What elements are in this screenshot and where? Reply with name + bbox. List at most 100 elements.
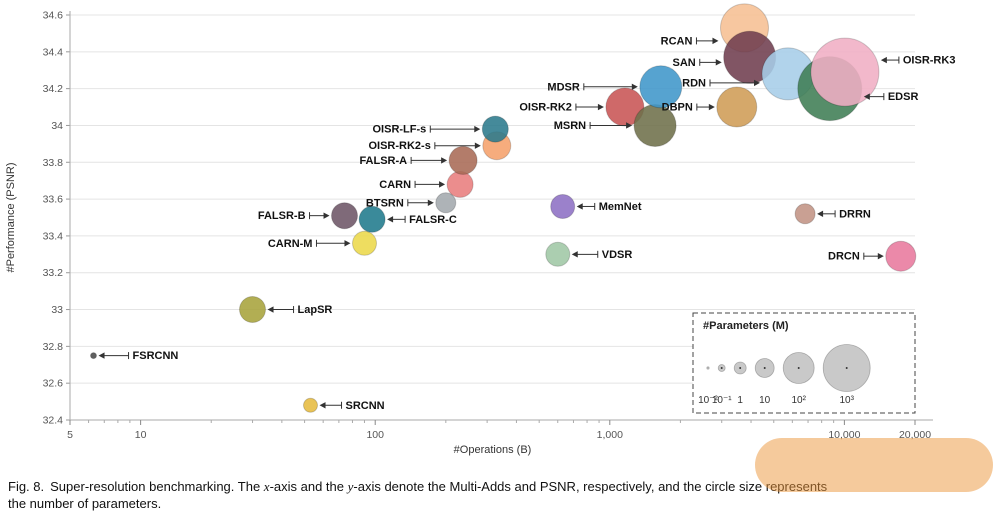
point-label-SAN: SAN — [673, 57, 696, 69]
point-label-FALSR-A: FALSR-A — [359, 155, 407, 167]
point-label-CARN: CARN — [379, 179, 411, 191]
point-label-SRCNN: SRCNN — [346, 400, 385, 412]
bubble-VDSR — [545, 241, 571, 267]
x-tick-label: 20,000 — [899, 429, 931, 441]
y-tick-label: 33.4 — [43, 230, 64, 242]
bubble-CARN — [446, 170, 474, 198]
legend-label-10⁻¹: 10⁻¹ — [712, 395, 732, 406]
bubble-chart-svg: 32.4 32.6 32.8 33 33.2 33.4 33.6 33.8 34 34.2 34.4… — [5, 3, 956, 456]
arrow-head-MemNet — [576, 203, 583, 210]
bubble-OISR-LF-s — [481, 115, 509, 143]
point-label-RDN: RDN — [682, 77, 706, 89]
math-var-y: y — [347, 479, 354, 494]
y-tick-label: 33.8 — [43, 157, 64, 169]
bubble-DRRN — [794, 203, 816, 225]
caption-line-1: Fig. 8. Super-resolution benchmarking. Th… — [8, 478, 986, 495]
bubble-DBPN — [716, 86, 758, 128]
caption-text-highlighted: and the circle size represents — [658, 479, 828, 494]
arrow-head-OISR-RK3 — [880, 56, 887, 64]
bubble-CARN-M — [352, 230, 377, 256]
point-label-FSRCNN: FSRCNN — [133, 350, 179, 362]
y-tick-label: 33 — [51, 304, 63, 316]
y-tick-label: 32.4 — [43, 415, 64, 427]
bubble-SRCNN — [303, 397, 318, 413]
bubble-MDSR — [639, 65, 683, 109]
point-label-DRCN: DRCN — [828, 251, 860, 263]
bubble-FSRCNN — [90, 352, 97, 360]
x-tick-label: 1,000 — [597, 429, 623, 441]
caption-text: -axis and the — [269, 479, 348, 494]
legend-label-10²: 10² — [791, 395, 806, 406]
arrow-head-DRRN — [817, 210, 824, 218]
point-label-DRRN: DRRN — [839, 208, 871, 220]
point-label-OISR-RK2: OISR-RK2 — [519, 102, 572, 114]
legend-label-10⁻²: 10⁻² — [698, 395, 718, 406]
arrow-head-EDSR — [863, 93, 870, 100]
point-label-RCAN: RCAN — [661, 35, 693, 47]
point-label-VDSR: VDSR — [602, 249, 633, 261]
point-label-OISR-RK3: OISR-RK3 — [903, 55, 956, 67]
legend-label-10: 10 — [759, 395, 771, 406]
arrow-head-LapSR — [267, 306, 274, 313]
point-label-LapSR: LapSR — [298, 304, 333, 316]
arrow-head-BTSRN — [427, 199, 434, 206]
caption-line-2: the number of parameters. — [8, 496, 162, 511]
x-axis-title: #Operations (B) — [454, 444, 532, 456]
y-tick-label: 34.6 — [43, 10, 64, 22]
caption-text: -axis denote the Multi-Adds and PSNR, re… — [353, 479, 659, 494]
arrow-head-RDN — [754, 79, 761, 87]
legend-label-10³: 10³ — [839, 395, 854, 406]
point-label-MDSR: MDSR — [547, 81, 579, 93]
arrow-head-CARN — [439, 181, 446, 188]
point-label-CARN-M: CARN-M — [268, 238, 313, 250]
arrow-head-OISR-RK2-s — [474, 142, 481, 149]
point-label-FALSR-B: FALSR-B — [258, 210, 306, 222]
figure-caption: Fig. 8. Super-resolution benchmarking. Th… — [8, 478, 986, 512]
point-label-EDSR: EDSR — [888, 91, 919, 103]
bubble-FALSR-A — [448, 145, 478, 175]
y-tick-label: 33.6 — [43, 194, 64, 206]
bubble-FALSR-C — [358, 205, 386, 233]
arrow-head-SRCNN — [319, 402, 326, 409]
arrow-head-OISR-LF-s — [474, 125, 481, 133]
bubble-DRCN — [885, 240, 917, 272]
legend-circle-dot — [845, 367, 848, 369]
bubble-BTSRN — [435, 192, 457, 214]
figure-number: Fig. 8. — [8, 479, 45, 494]
arrow-head-DRCN — [877, 252, 884, 260]
arrow-head-FALSR-B — [323, 212, 330, 219]
point-label-MSRN: MSRN — [554, 120, 586, 132]
math-var-x: x — [263, 479, 270, 494]
arrow-head-MSRN — [626, 122, 633, 129]
legend-circle-dot — [763, 367, 766, 369]
bubble-chart: 32.4 32.6 32.8 33 33.2 33.4 33.6 33.8 34 34.2 34.4… — [5, 3, 956, 456]
legend-circle-dot — [720, 367, 723, 369]
y-tick-label: 34.2 — [43, 83, 64, 95]
point-label-BTSRN: BTSRN — [366, 197, 404, 209]
legend-label-1: 1 — [737, 395, 743, 406]
arrow-head-FALSR-A — [441, 157, 448, 164]
bubble-FALSR-B — [331, 202, 358, 230]
arrow-head-OISR-RK2 — [597, 103, 604, 111]
y-axis-title: #Performance (PSNR) — [5, 162, 17, 272]
y-tick-label: 32.8 — [43, 341, 64, 353]
arrow-head-RCAN — [712, 37, 719, 45]
bubble-OISR-RK3 — [810, 37, 880, 107]
arrow-head-VDSR — [571, 251, 578, 258]
arrow-head-MDSR — [631, 83, 638, 90]
x-tick-label: 100 — [366, 429, 384, 441]
point-label-OISR-LF-s: OISR-LF-s — [373, 124, 427, 136]
y-tick-label: 34 — [51, 120, 63, 132]
arrow-head-FSRCNN — [98, 352, 105, 359]
point-label-OISR-RK2-s: OISR-RK2-s — [368, 140, 430, 152]
bubble-LapSR — [239, 296, 266, 323]
legend-title: #Parameters (M) — [703, 320, 789, 332]
y-tick-label: 34.4 — [43, 46, 64, 58]
arrow-head-DBPN — [708, 103, 715, 111]
caption-text: Super-resolution benchmarking. The — [50, 479, 264, 494]
y-tick-label: 32.6 — [43, 378, 64, 390]
bubble-OISR-RK2 — [605, 87, 645, 127]
arrow-head-FALSR-C — [387, 216, 394, 223]
arrow-head-SAN — [715, 59, 722, 66]
point-label-DBPN: DBPN — [662, 102, 693, 114]
